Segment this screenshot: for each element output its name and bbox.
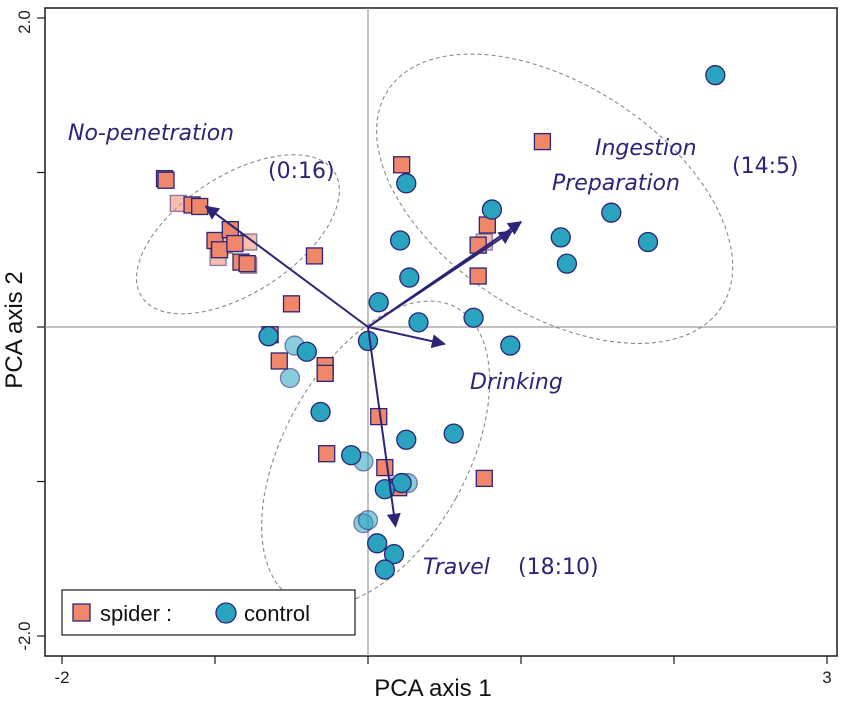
label-drinking: Drinking [470, 370, 563, 395]
spider-point [191, 197, 209, 216]
control-point [705, 65, 726, 86]
legend: spider : control [61, 589, 356, 636]
legend-marker-control [215, 602, 237, 624]
control-faded-point [357, 509, 379, 531]
group-ellipses [135, 53, 734, 607]
spider-point [305, 247, 324, 265]
label-preparation: Preparation [552, 171, 680, 196]
legend-label-spider: spider : [100, 601, 172, 626]
spider-point [475, 469, 493, 488]
loading-vector [204, 205, 369, 328]
control-point [258, 326, 279, 347]
label-travel-ratio: (18:10) [518, 555, 599, 580]
control-point [399, 267, 420, 288]
control-point [637, 231, 659, 253]
control-point [601, 202, 622, 223]
spider-point [393, 156, 411, 174]
control-point [383, 543, 405, 565]
control-point [396, 173, 417, 194]
label-ingestion-ratio: (14:5) [732, 154, 799, 179]
data-points [155, 65, 726, 580]
control-point [556, 253, 578, 274]
spider-point [318, 445, 336, 463]
label-no-penetration: No-penetration [68, 121, 234, 146]
spider-point [210, 241, 229, 259]
spider-point [157, 171, 175, 189]
loading-vectors [204, 205, 523, 528]
control-point [443, 423, 464, 444]
spider-point [376, 458, 394, 477]
legend-label-control: control [244, 601, 310, 626]
spider-point [533, 132, 552, 151]
label-no-penetration-ratio: (0:16) [268, 159, 335, 184]
spider-point [226, 234, 244, 253]
spider-point [238, 255, 256, 273]
control-point [550, 227, 571, 248]
control-point [396, 429, 417, 450]
spider-point [282, 295, 301, 313]
control-faded-point [279, 367, 301, 389]
spider-point [270, 352, 288, 370]
legend-marker-spider [72, 603, 91, 622]
control-point [481, 199, 503, 220]
x-tick-label-min: -2 [54, 668, 69, 687]
group-ellipse [376, 53, 734, 344]
control-point [374, 559, 395, 580]
control-point [389, 230, 411, 251]
spider-point [469, 267, 487, 285]
plot-area [44, 7, 838, 657]
control-point [408, 312, 429, 333]
control-point [310, 401, 331, 423]
x-axis-title: PCA axis 1 [374, 675, 491, 702]
x-tick-label-max: 3 [822, 668, 831, 687]
y-tick-label-max: 2.0 [15, 10, 34, 34]
y-axis-title: PCA axis 2 [1, 271, 28, 388]
control-point [367, 533, 388, 554]
loading-vector [367, 326, 401, 528]
label-ingestion: Ingestion [595, 136, 697, 161]
spider-point [316, 364, 334, 383]
control-point [391, 472, 412, 494]
label-travel: Travel [423, 555, 490, 580]
control-point [463, 307, 484, 328]
control-point [368, 292, 389, 313]
control-point [296, 341, 317, 362]
axis-ticks [37, 17, 828, 664]
loading-vector [367, 326, 446, 349]
control-point [500, 335, 521, 356]
y-tick-label-min: -2.0 [15, 621, 34, 650]
loading-vector [367, 230, 513, 328]
group-ellipse [261, 300, 491, 607]
control-point [341, 445, 362, 466]
legend-box [61, 589, 356, 636]
